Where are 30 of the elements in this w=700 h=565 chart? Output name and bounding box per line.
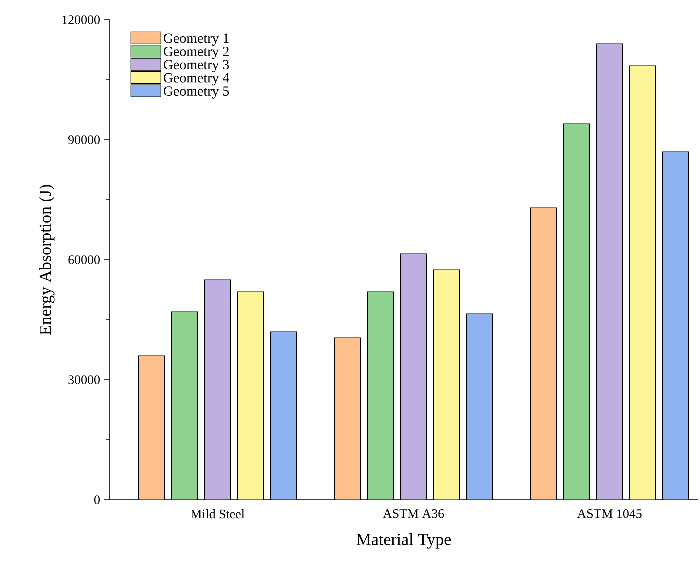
y-tick-label: 90000: [68, 136, 100, 144]
x-tick-label: Mild Steel: [191, 510, 245, 519]
bar: [466, 314, 494, 500]
bar: [172, 312, 198, 500]
x-tick-label: ASTM A36: [383, 510, 444, 518]
bar: [434, 270, 460, 500]
y-tick-label: 60000: [68, 256, 100, 264]
bar: [334, 338, 362, 500]
bar: [564, 124, 590, 500]
legend-label: Geometry 2: [164, 46, 229, 60]
bar: [630, 66, 656, 500]
bar: [138, 356, 166, 500]
y-tick-label: 120000: [62, 16, 100, 24]
bar: [270, 332, 298, 500]
legend-label: Geometry 5: [164, 86, 230, 99]
x-tick-label: ASTM 1045: [577, 510, 642, 518]
bar: [400, 254, 428, 500]
legend-label: Geometry 1: [164, 34, 229, 46]
x-axis-title: Material Type: [356, 533, 452, 549]
y-tick-label: 30000: [68, 376, 100, 384]
bar: [530, 208, 558, 500]
bar: [368, 292, 394, 500]
bar: [238, 292, 264, 500]
y-axis-title: Energy Absorption (J): [39, 185, 55, 336]
legend-label: Geometry 3: [164, 60, 230, 72]
bar: [662, 152, 690, 500]
y-tick-label: 0: [94, 496, 100, 504]
legend-label: Geometry 4: [164, 73, 230, 86]
bar: [596, 44, 624, 500]
bar: [204, 280, 232, 500]
